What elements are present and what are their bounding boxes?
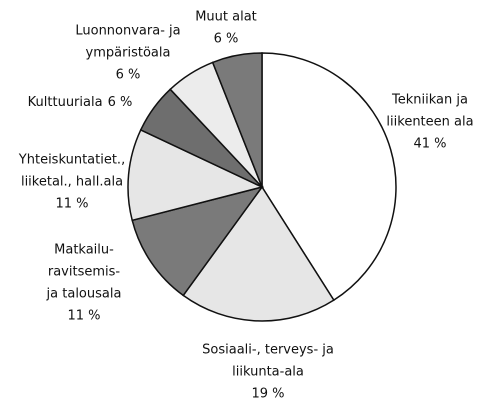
category-label: Sosiaali-, terveys- ja (202, 343, 334, 358)
category-label: Muut alat (195, 10, 257, 25)
pie-slice (131, 185, 264, 297)
value-label: 11 % (67, 309, 100, 324)
value-label: 19 % (251, 387, 284, 402)
category-label: ravitsemis- (48, 265, 121, 280)
category-label: liiketal., hall.ala (21, 175, 123, 190)
category-label: Luonnonvara- ja (75, 24, 180, 39)
value-label: 6 % (116, 68, 141, 83)
category-label: ja talousala (46, 287, 122, 302)
pie-slice (182, 185, 335, 322)
category-label: liikunta-ala (232, 365, 304, 380)
pie-slice (211, 52, 263, 188)
pie-slice (127, 128, 265, 222)
category-label: liikenteen ala (386, 115, 473, 130)
value-label: 11 % (55, 197, 88, 212)
category-label: ympäristöala (86, 46, 171, 61)
value-label: 6 % (214, 32, 239, 47)
pie-slice (261, 52, 397, 302)
category-label: Matkailu- (54, 243, 114, 258)
value-label: 41 % (413, 137, 446, 152)
slice-label: Kulttuuriala 6 % (28, 95, 133, 110)
value-label: 6 % (108, 95, 133, 110)
category-label: Yhteiskuntatiet., (18, 153, 125, 168)
category-label: Tekniikan ja (391, 93, 468, 108)
category-label: Kulttuuriala (28, 95, 103, 110)
